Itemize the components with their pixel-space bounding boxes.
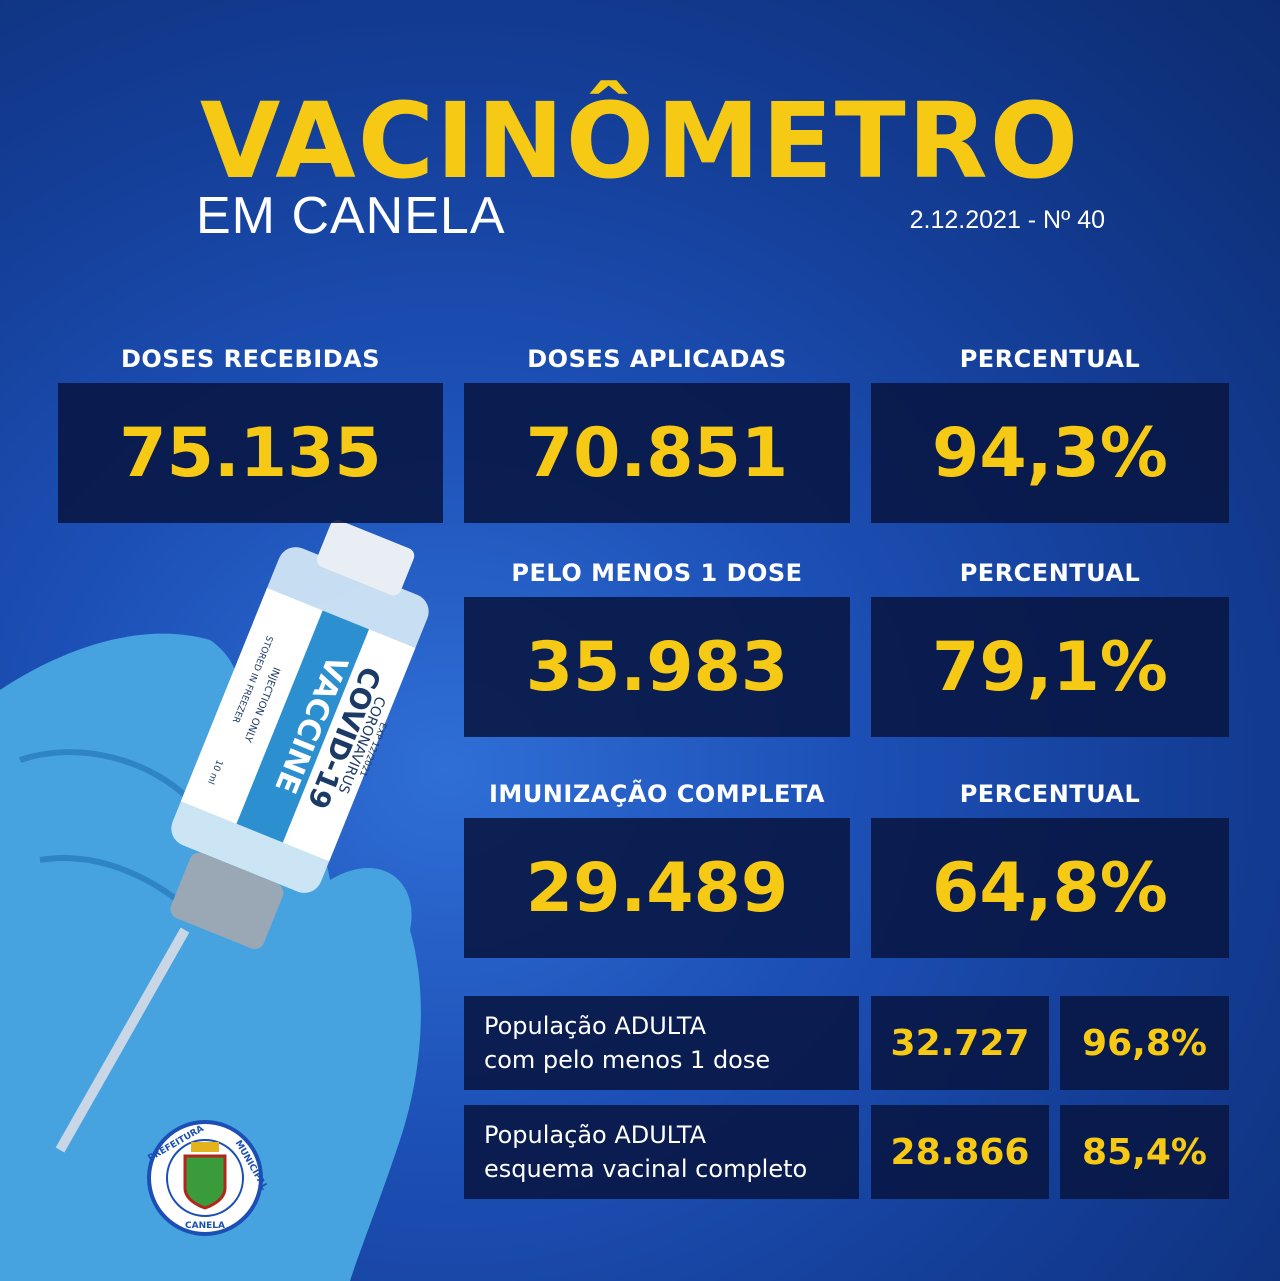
stat-label: PELO MENOS 1 DOSE [511,559,803,587]
edition: 2.12.2021 - Nº 40 [909,206,1105,234]
needle [55,927,190,1153]
stat-value: 70.851 [464,383,850,523]
stat-label: PERCENTUAL [959,345,1141,373]
logo-inner-ring [166,1139,244,1217]
vial: VACCINE COVID-19 CORONAVIRUS EXP 12/2021… [170,520,429,949]
stat-value: 75.135 [58,383,443,523]
logo-text: CANELA [185,1221,225,1231]
subtitle: EM CANELA [196,187,506,245]
stat-label: IMUNIZAÇÃO COMPLETA [489,780,825,808]
stat-label: DOSES RECEBIDAS [120,345,381,373]
stat-value: 79,1% [871,597,1229,737]
stat-value: 64,8% [871,818,1229,958]
stat-value: 94,3% [871,383,1229,523]
stat-value: 29.489 [464,818,850,958]
adult-label: População ADULTA com pelo menos 1 dose [464,996,859,1090]
adult-label-line: População ADULTA [484,1121,707,1149]
stat-label: PERCENTUAL [959,559,1141,587]
title: VACINÔMETRO [199,80,1081,202]
vial-cap [316,520,415,596]
glove [0,633,421,1281]
vial-stopper [170,852,284,949]
logo-shield [183,1154,227,1210]
adult-percent: 85,4% [1060,1105,1229,1199]
adult-percent: 96,8% [1060,996,1229,1090]
vial-band [236,610,370,843]
adult-label: População ADULTA esquema vacinal completo [464,1105,859,1199]
adult-label-line: População ADULTA [484,1012,707,1040]
adult-label-line: com pelo menos 1 dose [484,1046,771,1074]
stat-value: 35.983 [464,597,850,737]
adult-count: 32.727 [871,996,1049,1090]
adult-count: 28.866 [871,1105,1049,1199]
stat-label: DOSES APLICADAS [527,345,787,373]
stat-label: PERCENTUAL [959,780,1141,808]
adult-label-line: esquema vacinal completo [484,1155,808,1183]
logo-crown [191,1142,219,1152]
